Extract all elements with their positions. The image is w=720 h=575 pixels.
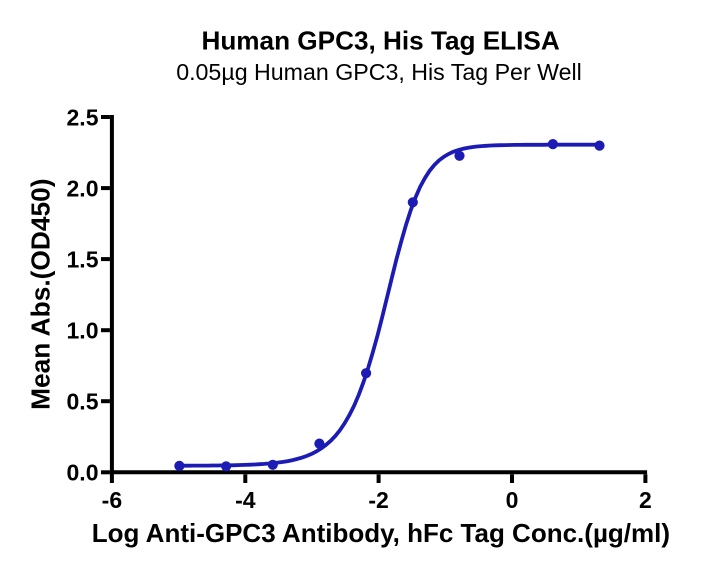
svg-text:2: 2	[639, 487, 652, 513]
svg-text:0: 0	[506, 487, 519, 513]
svg-text:2.5: 2.5	[67, 104, 99, 130]
svg-text:1.5: 1.5	[67, 246, 99, 272]
svg-text:0.0: 0.0	[67, 460, 99, 486]
svg-text:2.0: 2.0	[67, 175, 99, 201]
svg-text:Mean Abs.(OD450): Mean Abs.(OD450)	[26, 179, 56, 410]
svg-text:1.0: 1.0	[67, 318, 99, 344]
svg-text:Log Anti-GPC3 Antibody, hFc Ta: Log Anti-GPC3 Antibody, hFc Tag Conc.(µg…	[92, 518, 670, 548]
svg-text:0.05µg Human GPC3, His Tag Per: 0.05µg Human GPC3, His Tag Per Well	[176, 59, 582, 85]
svg-text:Human GPC3, His Tag ELISA: Human GPC3, His Tag ELISA	[201, 26, 559, 56]
svg-text:-2: -2	[368, 487, 388, 513]
svg-text:0.5: 0.5	[67, 389, 99, 415]
svg-text:-4: -4	[235, 487, 256, 513]
svg-text:-6: -6	[102, 487, 122, 513]
